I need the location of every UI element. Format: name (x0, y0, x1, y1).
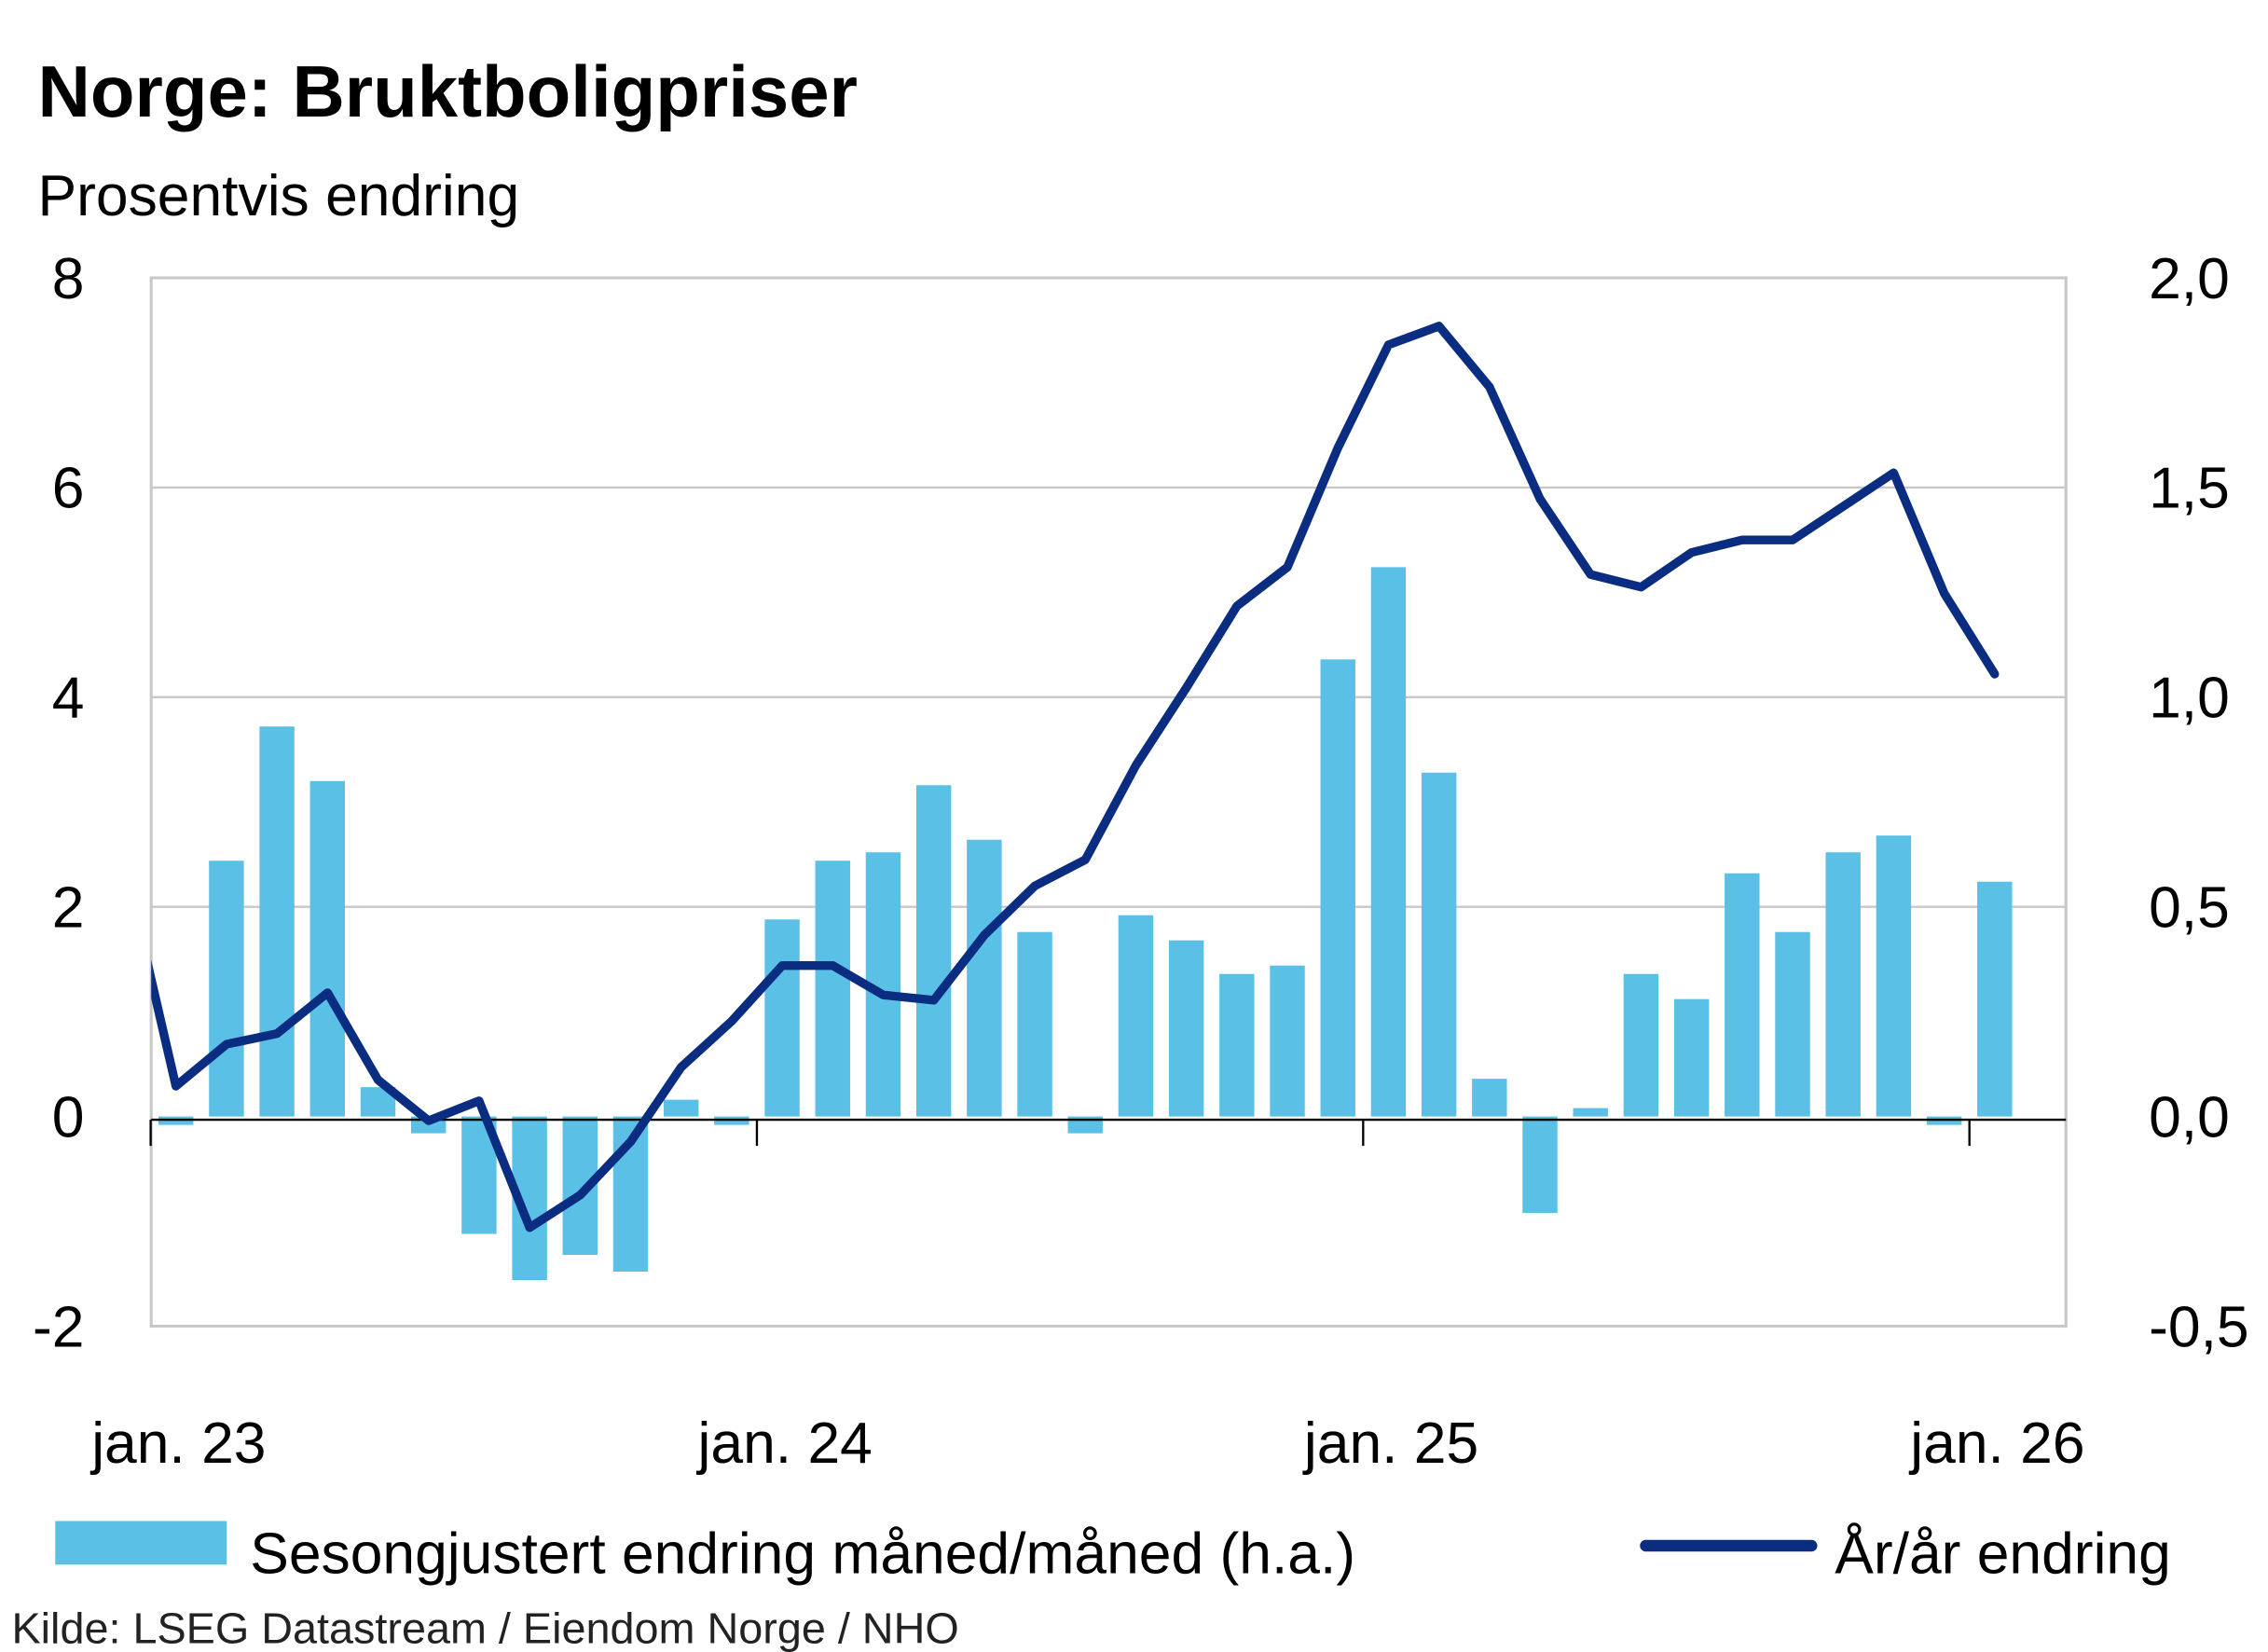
right-tick-label: 1,0 (2149, 667, 2230, 731)
x-tick-label: jan. 24 (696, 1411, 873, 1476)
legend-swatch-bar (55, 1521, 227, 1565)
right-tick-label: 2,0 (2149, 247, 2230, 311)
bar-series (158, 567, 2013, 1281)
plot-area (149, 276, 2068, 1328)
bar (1876, 835, 1912, 1117)
bar (1472, 1079, 1507, 1117)
bar (1270, 965, 1305, 1117)
bar (259, 726, 295, 1117)
bar (1421, 772, 1457, 1117)
bar (1118, 915, 1154, 1117)
x-axis: jan. 23 jan. 24 jan. 25 jan. 26 (89, 1120, 2085, 1476)
chart-title: Norge: Bruktboligpriser (38, 50, 858, 132)
bar (1725, 873, 1760, 1117)
left-axis: 8 6 4 2 0 -2 (33, 247, 84, 1359)
source-note: Kilde: LSEG Datastream / Eiendom Norge /… (11, 1604, 958, 1652)
right-tick-label: 0,5 (2149, 876, 2230, 941)
bar (1825, 852, 1861, 1117)
right-tick-label: -0,5 (2149, 1295, 2248, 1359)
left-tick-label: 2 (52, 876, 85, 941)
bar (815, 860, 850, 1117)
bar (663, 1099, 699, 1117)
bar (1168, 940, 1204, 1117)
bar (1775, 931, 1810, 1117)
right-tick-label: 0,0 (2149, 1085, 2230, 1150)
x-tick-label: jan. 23 (89, 1411, 266, 1476)
left-tick-label: 8 (52, 247, 85, 311)
right-tick-label: 1,5 (2149, 457, 2230, 521)
bar (1573, 1108, 1608, 1117)
left-tick-label: 6 (52, 457, 85, 521)
bar (1320, 659, 1355, 1117)
left-tick-label: -2 (33, 1295, 84, 1359)
bar (1219, 973, 1255, 1117)
bar (1522, 1116, 1558, 1214)
bar (209, 860, 244, 1117)
bar (1017, 931, 1052, 1117)
right-axis: 2,0 1,5 1,0 0,5 0,0 -0,5 (2149, 247, 2248, 1359)
legend-label-bar: Sesongjustert endring måned/måned (h.a.) (250, 1522, 1355, 1587)
line-series-aar-aar (151, 322, 2000, 1232)
chart-subtitle: Prosentvis endring (38, 164, 520, 228)
bar (309, 780, 346, 1117)
bar (1673, 998, 1710, 1117)
legend: Sesongjustert endring måned/måned (h.a.)… (55, 1521, 2171, 1587)
legend-label-line: År/år endring (1835, 1522, 2171, 1587)
bar (967, 839, 1002, 1117)
left-tick-label: 4 (52, 667, 85, 731)
bar (1370, 567, 1407, 1117)
bar (1977, 881, 2013, 1117)
x-tick-label: jan. 25 (1302, 1411, 1478, 1476)
bar (1623, 973, 1659, 1117)
gridlines (151, 486, 2067, 908)
bar (764, 919, 800, 1117)
left-tick-label: 0 (52, 1085, 85, 1150)
x-tick-label: jan. 26 (1908, 1411, 2084, 1476)
bar (915, 785, 952, 1117)
